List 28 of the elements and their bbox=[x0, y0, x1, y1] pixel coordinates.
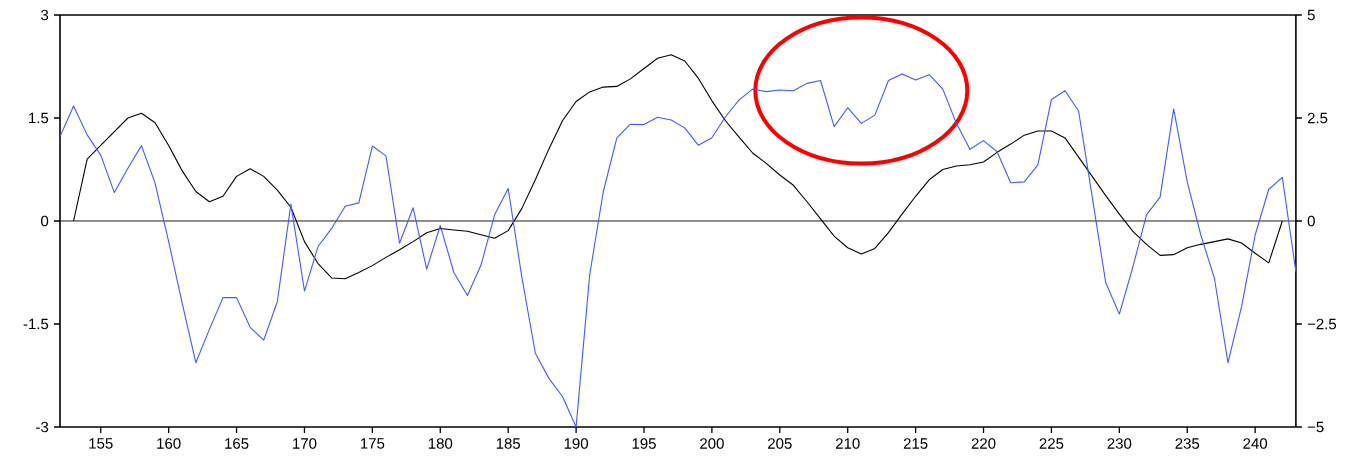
x-tick-label: 175 bbox=[361, 438, 385, 449]
x-tick-label: 240 bbox=[1243, 438, 1268, 449]
x-tick-label: 195 bbox=[632, 438, 656, 449]
y2-tick-label: −2.5 bbox=[1307, 318, 1337, 330]
x-tick-label: 190 bbox=[564, 438, 589, 449]
x-tick-label: 220 bbox=[971, 438, 996, 449]
y-tick-label: -1.5 bbox=[23, 318, 49, 330]
y-tick-label: -3 bbox=[36, 421, 49, 433]
x-tick-label: 205 bbox=[768, 438, 792, 449]
x-tick-label: 200 bbox=[700, 438, 724, 449]
x-tick-label: 160 bbox=[157, 438, 181, 449]
y-tick-label: 1.5 bbox=[29, 112, 49, 124]
y-tick-label: 3 bbox=[41, 9, 49, 21]
x-tick-label: 225 bbox=[1039, 438, 1064, 449]
x-tick-label: 170 bbox=[293, 438, 317, 449]
x-tick-label: 185 bbox=[496, 438, 521, 449]
y2-tick-label: −5 bbox=[1307, 421, 1324, 433]
x-tick-label: 210 bbox=[835, 438, 860, 449]
x-tick-label: 155 bbox=[89, 438, 113, 449]
x-tick-label: 215 bbox=[903, 438, 928, 449]
y2-tick-label: 5 bbox=[1307, 9, 1315, 21]
x-tick-label: 230 bbox=[1107, 438, 1132, 449]
x-tick-label: 165 bbox=[225, 438, 249, 449]
y2-tick-label: 0 bbox=[1307, 215, 1315, 227]
y2-tick-label: 2.5 bbox=[1307, 112, 1328, 124]
y-tick-label: 0 bbox=[41, 215, 49, 227]
x-tick-label: 235 bbox=[1175, 438, 1200, 449]
x-tick-label: 180 bbox=[428, 438, 453, 449]
